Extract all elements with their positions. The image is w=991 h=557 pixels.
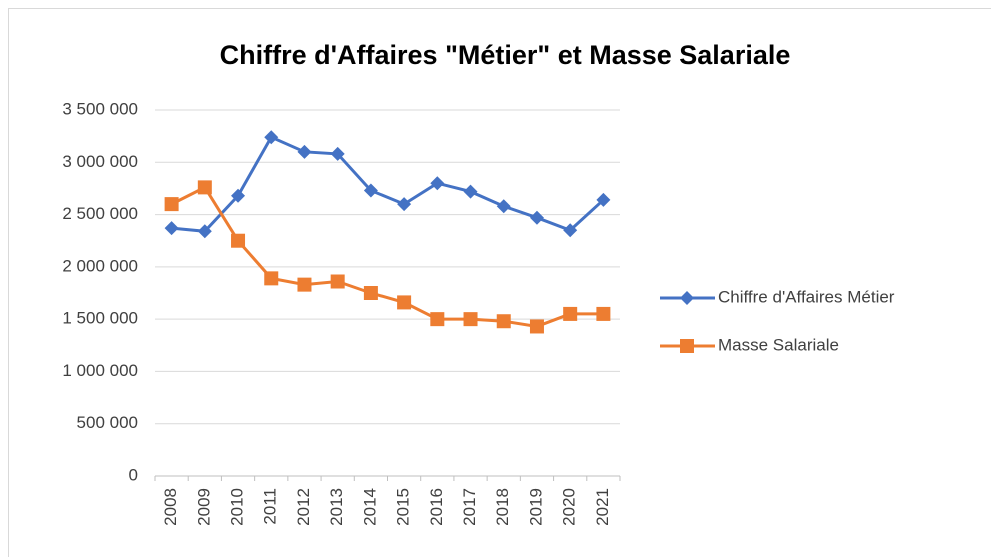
marker bbox=[680, 339, 694, 353]
marker bbox=[297, 144, 312, 159]
chart-frame bbox=[8, 8, 991, 557]
marker bbox=[231, 233, 246, 248]
marker bbox=[680, 291, 694, 305]
legend-label: Masse Salariale bbox=[718, 335, 839, 354]
marker bbox=[596, 192, 611, 207]
marker bbox=[496, 199, 511, 214]
x-tick-label: 2013 bbox=[327, 488, 346, 526]
marker bbox=[563, 306, 578, 321]
marker bbox=[463, 312, 478, 327]
marker bbox=[529, 319, 544, 334]
marker bbox=[430, 176, 445, 191]
marker bbox=[596, 306, 611, 321]
marker bbox=[397, 295, 412, 310]
x-tick-label: 2012 bbox=[294, 488, 313, 526]
series-line bbox=[171, 135, 605, 233]
x-tick-label: 2020 bbox=[560, 488, 579, 526]
y-tick-label: 3 500 000 bbox=[62, 99, 138, 118]
x-tick-label: 2010 bbox=[228, 488, 247, 526]
marker bbox=[164, 221, 179, 236]
x-tick-label: 2008 bbox=[161, 488, 180, 526]
x-tick-label: 2019 bbox=[526, 488, 545, 526]
marker bbox=[496, 314, 511, 329]
marker bbox=[297, 277, 312, 292]
marker bbox=[264, 271, 279, 286]
x-tick-label: 2017 bbox=[460, 488, 479, 526]
marker bbox=[264, 130, 279, 145]
x-tick-label: 2011 bbox=[261, 488, 280, 525]
marker bbox=[330, 146, 345, 161]
marker bbox=[231, 188, 246, 203]
marker bbox=[397, 197, 412, 212]
x-tick-label: 2009 bbox=[194, 488, 213, 526]
marker bbox=[529, 210, 544, 225]
marker bbox=[563, 223, 578, 238]
legend-label: Chiffre d'Affaires Métier bbox=[718, 287, 895, 306]
x-tick-label: 2016 bbox=[427, 488, 446, 526]
y-tick-label: 0 bbox=[129, 465, 138, 484]
y-tick-label: 1 500 000 bbox=[62, 309, 138, 328]
x-tick-label: 2014 bbox=[360, 488, 379, 526]
marker bbox=[164, 197, 179, 212]
marker bbox=[197, 224, 212, 239]
y-tick-label: 2 000 000 bbox=[62, 256, 138, 275]
marker bbox=[430, 312, 445, 327]
x-tick-label: 2018 bbox=[493, 488, 512, 526]
y-tick-label: 1 000 000 bbox=[62, 361, 138, 380]
marker bbox=[363, 286, 378, 300]
marker bbox=[363, 183, 378, 198]
chart-title: Chiffre d'Affaires "Métier" et Masse Sal… bbox=[220, 40, 791, 70]
x-tick-label: 2015 bbox=[394, 488, 413, 526]
x-tick-label: 2021 bbox=[593, 488, 612, 526]
y-tick-label: 2 500 000 bbox=[62, 204, 138, 223]
marker bbox=[330, 274, 345, 289]
y-tick-label: 3 000 000 bbox=[62, 152, 138, 171]
y-tick-label: 500 000 bbox=[77, 413, 138, 432]
marker bbox=[197, 180, 212, 195]
marker bbox=[463, 184, 478, 199]
